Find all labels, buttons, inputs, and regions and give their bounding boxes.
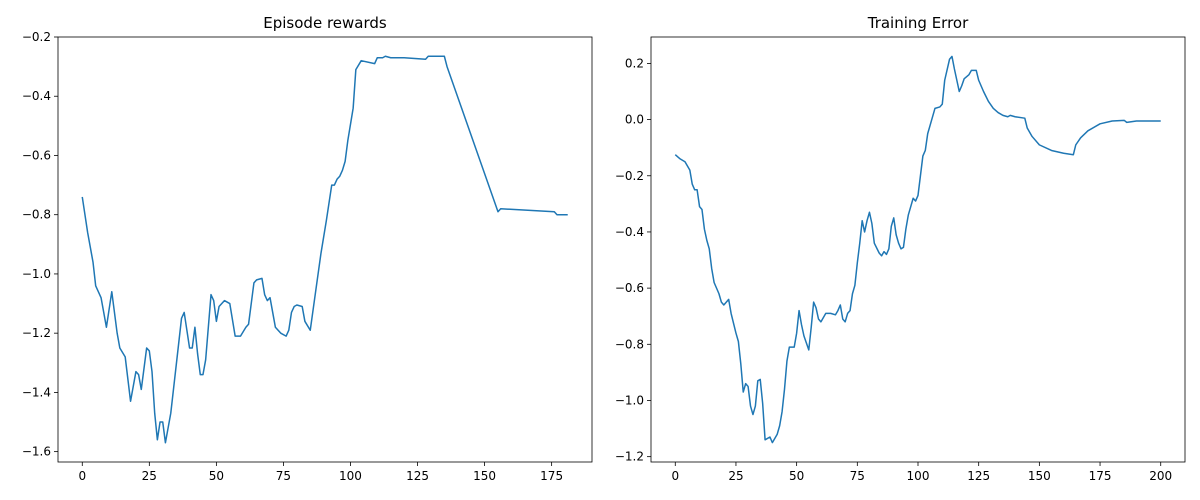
y-tick-label: 0.0: [625, 113, 644, 127]
data-line: [674, 55, 1161, 444]
x-tick-label: 25: [142, 469, 157, 483]
data-line: [81, 55, 568, 444]
x-tick-label: 125: [406, 469, 429, 483]
x-tick-label: 75: [276, 469, 291, 483]
y-tick-label: −0.6: [22, 148, 51, 162]
x-tick-label: 0: [78, 469, 86, 483]
y-tick-label: −1.2: [615, 450, 644, 464]
axes-frame: [650, 36, 1186, 463]
y-tick-label: −1.6: [22, 445, 51, 459]
x-tick-label: 125: [967, 469, 990, 483]
chart-title: Training Error: [867, 14, 969, 32]
x-tick-label: 0: [671, 469, 679, 483]
y-tick-label: −0.4: [615, 225, 644, 239]
x-tick-label: 150: [1028, 469, 1051, 483]
y-tick-label: −0.2: [615, 169, 644, 183]
x-tick-label: 25: [728, 469, 743, 483]
y-tick-label: −0.2: [22, 30, 51, 44]
y-tick-label: −1.0: [22, 267, 51, 281]
x-tick-label: 150: [473, 469, 496, 483]
chart-title: Episode rewards: [263, 14, 387, 32]
y-tick-label: −0.8: [22, 208, 51, 222]
x-tick-label: 100: [907, 469, 930, 483]
x-tick-label: 50: [209, 469, 224, 483]
y-tick-label: −1.2: [22, 326, 51, 340]
y-tick-label: −0.6: [615, 281, 644, 295]
axes-frame: [57, 36, 593, 463]
x-tick-label: 100: [339, 469, 362, 483]
x-tick-label: 75: [850, 469, 865, 483]
x-tick-label: 50: [789, 469, 804, 483]
y-tick-label: −0.4: [22, 89, 51, 103]
x-tick-label: 175: [1089, 469, 1112, 483]
y-tick-label: −1.4: [22, 385, 51, 399]
y-tick-label: −1.0: [615, 393, 644, 407]
x-tick-label: 200: [1149, 469, 1172, 483]
y-tick-label: −0.8: [615, 337, 644, 351]
y-tick-label: 0.2: [625, 56, 644, 70]
x-tick-label: 175: [540, 469, 563, 483]
